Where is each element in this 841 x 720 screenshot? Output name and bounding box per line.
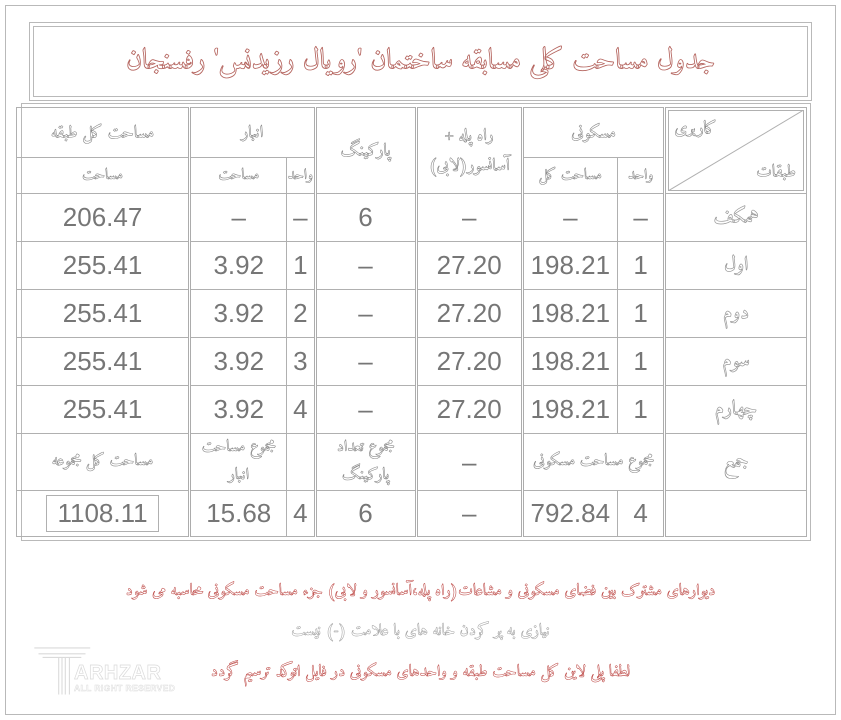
svg-text:ALL RIGHT RESERVED: ALL RIGHT RESERVED [74,683,175,693]
svg-text:ARHZAR: ARHZAR [74,662,161,684]
